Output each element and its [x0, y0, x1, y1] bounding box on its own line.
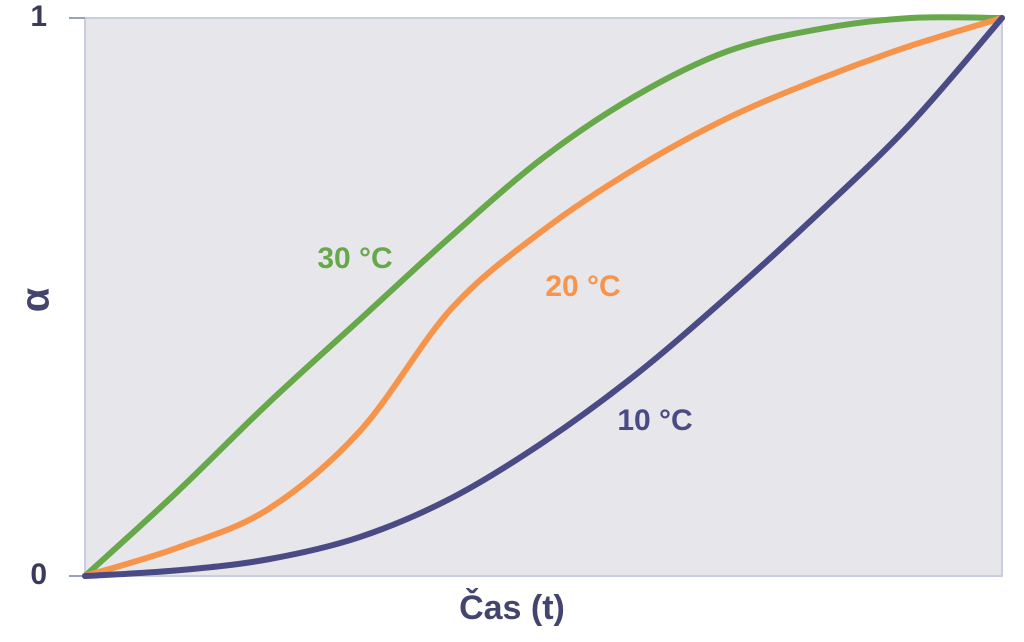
series-line	[82, 15, 1005, 579]
y-tick-label: 1	[30, 0, 47, 33]
y-axis-label: α	[14, 287, 58, 312]
x-axis-label: Čas (t)	[459, 588, 565, 627]
series-line	[82, 14, 1005, 579]
y-tick-label: 0	[30, 558, 47, 591]
series-label: 10 °C	[617, 404, 692, 437]
plot-area	[84, 17, 1003, 577]
series-label: 30 °C	[317, 242, 392, 275]
series-line	[82, 15, 1005, 579]
series-label: 20 °C	[545, 270, 620, 303]
